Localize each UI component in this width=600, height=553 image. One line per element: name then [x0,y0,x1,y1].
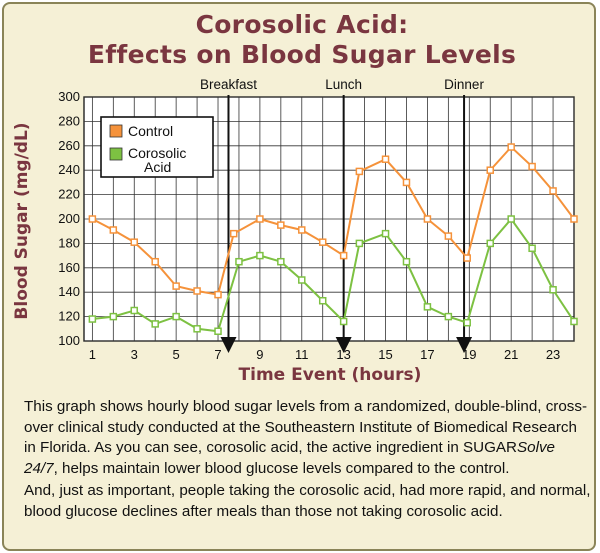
data-point [229,229,238,238]
data-point [402,257,411,266]
meal-event-label: Dinner [444,77,484,92]
legend-label-corosolic-line2: Acid [144,159,171,175]
x-tick-label: 9 [256,347,263,362]
y-tick-label: 220 [58,187,80,202]
data-point [549,286,557,294]
x-tick-label: 19 [462,347,476,362]
data-point [402,178,411,187]
data-point [381,229,390,238]
data-point [130,306,139,315]
y-tick-label: 120 [58,309,80,324]
description-product-italic: Solve 24/7 [24,439,555,477]
y-tick-label: 260 [58,138,80,153]
data-point [507,215,515,223]
series-lines [88,143,578,335]
data-point [214,290,222,299]
y-tick-label: 240 [58,162,80,177]
y-tick-label: 100 [58,333,80,348]
data-point [235,257,243,266]
x-tick-label: 15 [378,347,392,362]
data-point [172,312,180,321]
data-point [444,312,453,321]
legend-swatch-control [109,124,123,138]
y-tick-label: 180 [58,235,80,250]
data-point [528,244,536,253]
data-point [318,296,327,305]
meal-event-markers: Breakfast Lunch Dinner [200,77,484,353]
y-tick-label: 300 [58,89,80,104]
data-point [528,162,536,171]
data-point [256,251,264,260]
y-axis-ticks: 100 120 140 160 180 200 220 240 260 280 300 [58,89,80,348]
title-line-2: Effects on Blood Sugar Levels [87,40,517,69]
data-point [256,215,264,223]
meal-event-label: Lunch [325,77,362,92]
data-point [298,226,306,234]
data-point [109,226,118,234]
description-paragraph-1: This graph shows hourly blood sugar leve… [24,397,592,479]
data-point [214,327,222,335]
x-tick-label: 3 [131,347,138,362]
x-tick-label: 5 [173,347,180,362]
series-line [91,145,575,296]
x-tick-label: 11 [295,347,309,362]
legend-swatch-corosolic [109,147,123,161]
description-text-1b: , helps maintain lower blood glucose lev… [53,459,510,477]
data-point [318,238,327,246]
data-point [277,257,285,266]
x-tick-label: 1 [89,347,96,362]
meal-event-label: Breakfast [200,77,257,92]
data-point [570,317,578,326]
data-point [339,251,348,260]
data-point [88,215,97,223]
description-text-1a: This graph shows hourly blood sugar leve… [24,398,588,456]
x-tick-label: 21 [504,347,518,362]
data-point [570,215,578,223]
data-point [109,312,118,321]
x-tick-label: 17 [420,347,434,362]
data-point [130,238,139,246]
data-point [423,215,432,223]
y-tick-label: 280 [58,113,80,128]
data-point [381,155,390,163]
y-axis-label: Blood Sugar (mg/dL) [12,122,32,319]
data-point [88,315,97,323]
data-point [486,166,494,174]
data-point [444,232,453,240]
data-point [151,320,159,328]
data-point [355,239,364,248]
data-point [423,303,432,311]
legend-label-control: Control [128,123,173,139]
y-tick-label: 160 [58,260,80,275]
x-tick-label: 7 [214,347,221,362]
data-point [193,287,201,295]
data-point [355,167,364,176]
x-tick-label: 23 [546,347,560,362]
data-point [463,318,471,327]
data-point [549,187,557,195]
title-line-1: Corosolic Acid: [195,10,409,39]
blood-sugar-chart: Breakfast Lunch Dinner 100 120 140 160 180 200 2… [12,77,578,385]
x-tick-label: 13 [336,347,350,362]
x-axis-label: Time Event (hours) [239,365,422,385]
legend-label-corosolic-line1: Corosolic [128,145,186,161]
description-paragraph-2: And, just as important, people taking th… [24,482,591,520]
data-point [507,143,515,151]
data-point [486,239,494,248]
y-tick-label: 140 [58,284,80,299]
data-point [193,325,201,333]
data-point [172,282,180,290]
data-point [277,221,285,229]
y-tick-label: 200 [58,211,80,226]
data-point [298,276,306,284]
x-axis-ticks: 1 3 5 7 9 11 13 15 17 19 21 23 [89,347,561,362]
data-point [151,257,159,266]
data-point [463,254,471,262]
data-point [339,317,348,326]
